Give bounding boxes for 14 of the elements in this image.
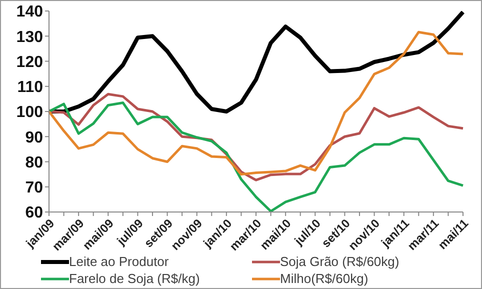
y-tick-label: 140 — [16, 4, 44, 21]
y-tick-label: 60 — [25, 204, 44, 222]
y-tick-label: 80 — [25, 154, 44, 172]
legend-label: Soja Grão (R$/60kg) — [280, 254, 400, 269]
legend-label: Farelo de Soja (R$/kg) — [69, 271, 200, 286]
y-tick-label: 130 — [16, 28, 44, 46]
legend-label: Leite ao Produtor — [69, 254, 169, 269]
y-tick-label: 70 — [25, 180, 44, 197]
y-tick-label: 120 — [16, 54, 44, 71]
y-tick-label: 110 — [17, 79, 44, 96]
y-tick-label: 100 — [16, 104, 44, 122]
line-series — [48, 30, 464, 176]
legend-label: Milho(R$/60kg) — [280, 271, 368, 286]
y-tick-label: 90 — [25, 129, 44, 146]
